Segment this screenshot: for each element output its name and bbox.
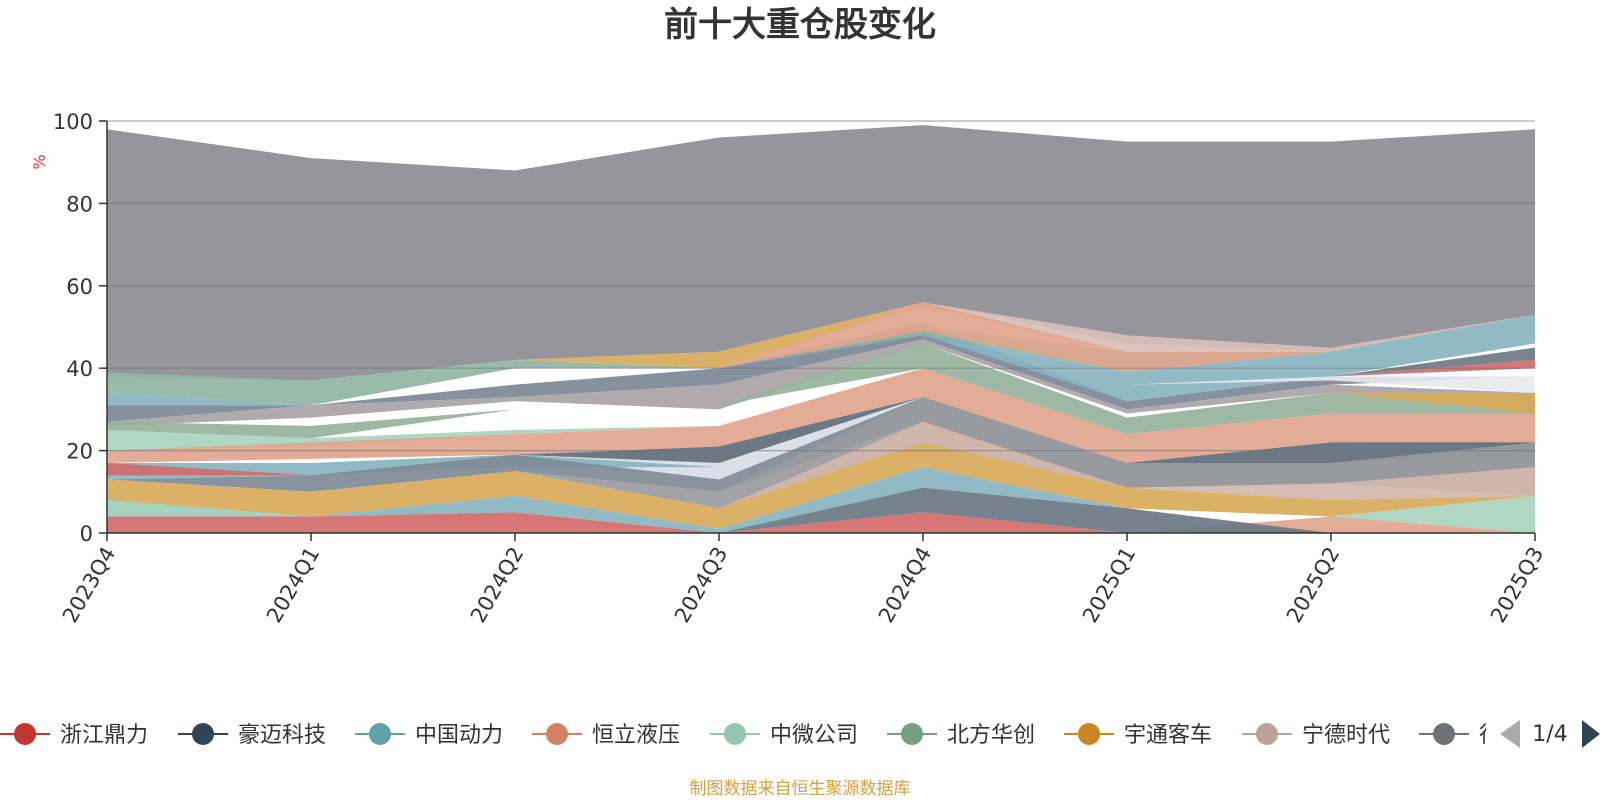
area-band-22 — [107, 442, 1535, 529]
area-band-20 — [107, 397, 1535, 509]
x-tick-label: 2024Q2 — [466, 543, 528, 627]
x-axis: 2023Q4 2024Q1 2024Q2 2024Q3 2024Q4 2025Q1 2025… — [58, 532, 1548, 627]
y-axis: 0 20 40 60 80 100 — [53, 110, 108, 546]
y-tick-label: 80 — [66, 192, 93, 216]
legend-label: 豪迈科技 — [238, 723, 326, 748]
legend-item[interactable]: 北方华创 — [887, 723, 1035, 748]
area-band-3 — [107, 327, 1535, 406]
area-band-13 — [107, 368, 1535, 463]
area-band-8 — [107, 376, 1535, 393]
legend-marker-icon — [369, 723, 391, 745]
legend-marker-icon — [546, 723, 568, 745]
area-band-7 — [107, 302, 1535, 381]
legend-page-indicator: 1/4 — [1532, 722, 1567, 747]
x-tick-label: 2025Q3 — [1486, 543, 1548, 627]
area-band-23 — [107, 467, 1535, 533]
data-source-note: 制图数据来自恒生聚源数据库 — [690, 779, 911, 799]
legend-marker-icon — [192, 723, 214, 745]
x-tick-label: 2025Q1 — [1078, 543, 1140, 627]
x-tick-label: 2024Q1 — [262, 543, 324, 627]
area-band-17 — [107, 397, 1535, 480]
area-band-0 — [107, 125, 1535, 381]
area-band-25 — [107, 512, 1535, 533]
area-band-12 — [107, 343, 1535, 439]
y-tick-label: 100 — [53, 110, 93, 134]
legend-item[interactable]: 中国动力 — [355, 723, 503, 748]
legend-item[interactable]: 宁德时代 — [1242, 723, 1390, 748]
legend-item[interactable]: 宇通客车 — [1064, 723, 1212, 748]
legend-marker-icon — [1256, 723, 1278, 745]
plot-area — [107, 125, 1535, 533]
legend-marker-icon — [14, 723, 36, 745]
legend-item[interactable]: 浙江鼎力 — [0, 723, 148, 748]
legend-item[interactable]: 中微公司 — [710, 723, 858, 748]
area-band-11 — [107, 368, 1535, 451]
legend-marker-icon — [1433, 723, 1455, 745]
y-tick-label: 0 — [80, 522, 93, 546]
legend: 浙江鼎力 豪迈科技 中国动力 恒立液压 中微公司 北方华创 宇通客车 宁德时代 行 — [0, 723, 1501, 748]
legend-marker-icon — [1078, 723, 1100, 745]
legend-next-icon[interactable] — [1582, 720, 1600, 748]
area-band-27 — [107, 512, 1535, 533]
chart-title: 前十大重仓股变化 — [664, 5, 936, 45]
legend-label: 浙江鼎力 — [60, 723, 148, 748]
legend-marker-icon — [724, 723, 746, 745]
area-band-16 — [107, 397, 1535, 463]
x-tick-label: 2025Q2 — [1282, 543, 1344, 627]
y-tick-label: 20 — [66, 440, 93, 464]
y-tick-label: 60 — [66, 275, 93, 299]
legend-item[interactable]: 恒立液压 — [532, 723, 680, 748]
legend-pager: 1/4 — [1500, 720, 1600, 748]
legend-item[interactable]: 豪迈科技 — [178, 723, 326, 748]
legend-marker-icon — [901, 723, 923, 745]
y-unit-label: % — [30, 154, 49, 169]
legend-item[interactable]: 行 — [1419, 723, 1501, 748]
legend-label: 中国动力 — [415, 723, 503, 748]
legend-prev-icon[interactable] — [1500, 720, 1520, 748]
x-tick-label: 2024Q3 — [670, 543, 732, 627]
area-band-26 — [107, 487, 1535, 533]
legend-label: 恒立液压 — [592, 723, 680, 748]
legend-label: 中微公司 — [770, 723, 858, 748]
legend-label: 宁德时代 — [1302, 723, 1390, 748]
x-tick-label: 2023Q4 — [58, 543, 120, 627]
legend-label: 行 — [1479, 723, 1501, 748]
area-band-2 — [107, 339, 1535, 426]
legend-label: 宇通客车 — [1124, 723, 1212, 748]
area-band-21 — [107, 421, 1535, 509]
x-tick-label: 2024Q4 — [874, 543, 936, 627]
legend-label: 北方华创 — [947, 723, 1035, 748]
y-tick-label: 40 — [66, 357, 93, 381]
area-band-1 — [107, 322, 1535, 422]
grid-lines — [107, 120, 1535, 452]
